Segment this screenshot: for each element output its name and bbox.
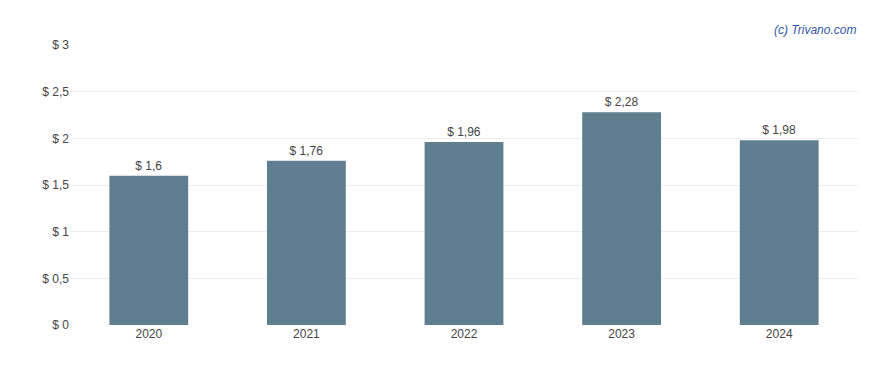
svg-text:$ 1,6: $ 1,6 [135,159,162,173]
svg-text:2020: 2020 [135,327,162,341]
svg-text:$ 2,5: $ 2,5 [42,85,69,99]
svg-text:2022: 2022 [451,327,478,341]
svg-text:(c) Trivano.com: (c) Trivano.com [774,23,856,37]
svg-text:2023: 2023 [608,327,635,341]
svg-text:$ 1,98: $ 1,98 [762,123,796,137]
svg-text:$ 0: $ 0 [52,318,69,332]
svg-text:$ 2,28: $ 2,28 [605,95,639,109]
svg-text:$ 0,5: $ 0,5 [42,272,69,286]
svg-text:$ 1,76: $ 1,76 [290,144,324,158]
svg-text:2021: 2021 [293,327,320,341]
svg-text:$ 1: $ 1 [52,225,69,239]
svg-text:2024: 2024 [766,327,793,341]
svg-text:$ 1,5: $ 1,5 [42,178,69,192]
svg-text:$ 1,96: $ 1,96 [447,125,481,139]
svg-text:$ 3: $ 3 [52,38,69,52]
svg-text:$ 2: $ 2 [52,132,69,146]
